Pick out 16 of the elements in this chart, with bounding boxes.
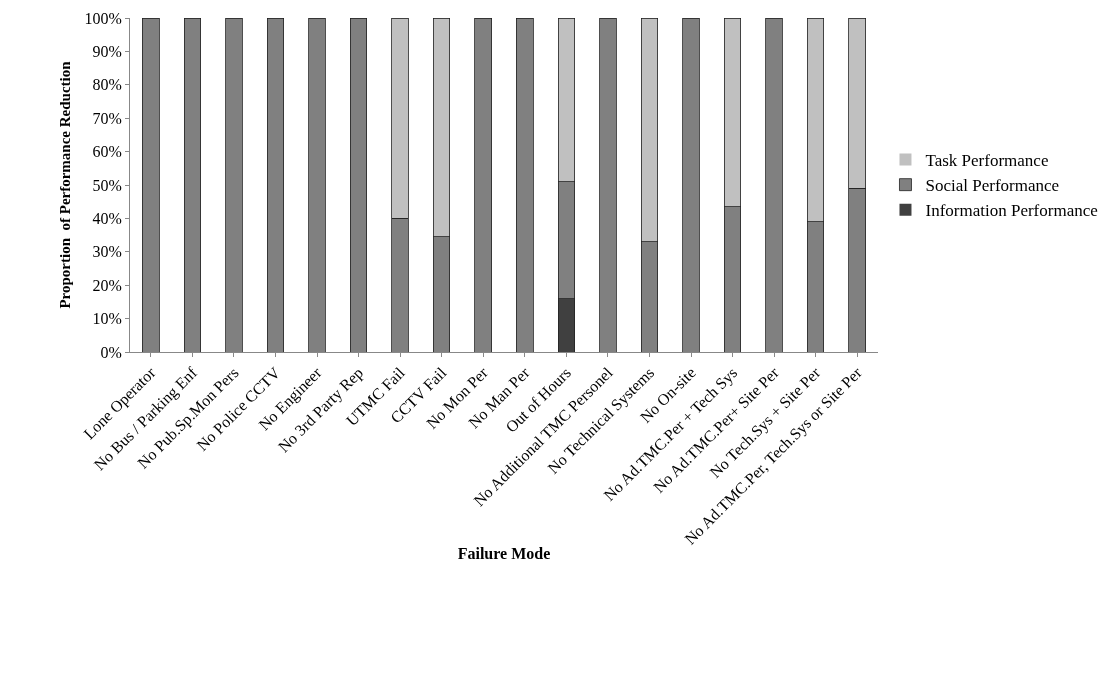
x-axis-title: Failure Mode — [457, 545, 551, 563]
y-tick-label: 60% — [92, 143, 122, 161]
y-tick-label: 90% — [92, 43, 122, 60]
legend-label: Task Performance — [925, 151, 1049, 171]
legend-label: Social Performance — [925, 176, 1060, 196]
y-axis-title: Proportion of Performance Reduction — [56, 60, 73, 309]
y-tick-label: 70% — [92, 109, 122, 127]
y-tick-label: 0% — [100, 343, 122, 361]
y-tick-label: 50% — [92, 176, 122, 194]
y-tick-label: 30% — [92, 243, 122, 261]
y-tick-label: 40% — [92, 210, 122, 227]
y-tick-label: 100% — [84, 9, 122, 27]
y-tick-label: 80% — [92, 76, 122, 94]
legend-label: Information Performance — [925, 201, 1098, 221]
y-tick-label: 20% — [92, 276, 122, 294]
y-tick-label: 10% — [92, 310, 122, 328]
